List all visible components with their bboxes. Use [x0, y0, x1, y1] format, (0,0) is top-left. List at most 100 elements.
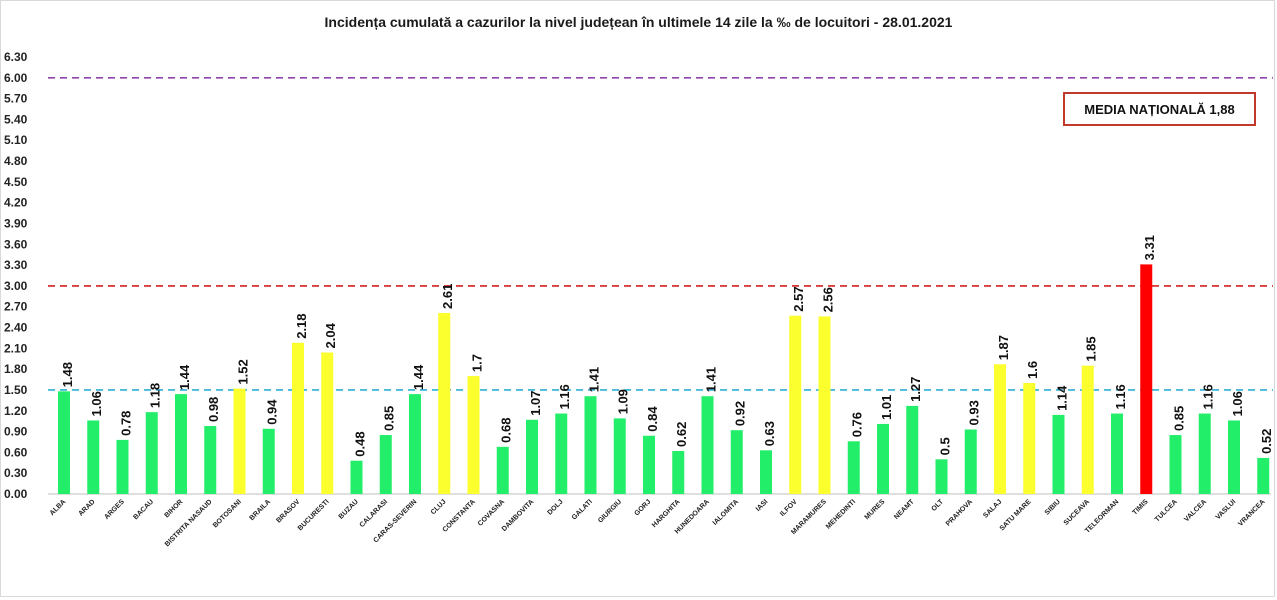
category-label: GIURGIU: [597, 498, 623, 524]
category-label: BUZAU: [338, 498, 360, 520]
category-label: HARGHITA: [651, 498, 682, 529]
data-label: 0.62: [674, 422, 689, 447]
data-label: 0.84: [645, 406, 660, 432]
y-tick-label: 0.30: [4, 466, 28, 480]
category-label: ARAD: [77, 498, 96, 517]
bar: [1257, 457, 1270, 494]
bar: [672, 450, 685, 494]
bar: [818, 316, 831, 494]
y-tick-label: 3.90: [4, 216, 28, 230]
bar: [58, 391, 70, 494]
category-label: ARGES: [103, 498, 126, 521]
bar: [1111, 413, 1123, 494]
data-label: 1.87: [996, 335, 1011, 360]
y-axis: 0.00 0.30 0.60 0.90 1.20 1.50 1.80 2.10 2.40 2.70…: [4, 50, 1271, 501]
data-label: 1.7: [470, 354, 485, 372]
y-tick-label: 2.40: [4, 321, 28, 335]
data-label: 0.5: [938, 437, 953, 455]
data-label: 2.61: [440, 284, 455, 309]
category-label: PRAHOVA: [945, 498, 974, 527]
category-label: BUCURESTI: [297, 498, 331, 532]
data-label: 0.68: [499, 418, 514, 443]
data-label: 1.41: [587, 367, 602, 392]
bar: [1198, 413, 1211, 494]
data-label: 1.16: [1201, 384, 1216, 409]
category-label: VALCEA: [1183, 498, 1208, 523]
category-label: ILFOV: [779, 498, 799, 518]
y-tick-label: 1.50: [4, 383, 28, 397]
category-label: CLUJ: [430, 498, 448, 516]
bar: [584, 396, 597, 494]
category-label: IASI: [755, 498, 770, 513]
category-label: MEHEDINTI: [825, 498, 857, 530]
y-tick-label: 2.10: [4, 341, 28, 355]
y-tick-label: 4.50: [4, 175, 28, 189]
category-label: BRASOV: [275, 498, 301, 524]
bar: [906, 405, 919, 494]
category-label: BIHOR: [164, 498, 185, 519]
bar: [87, 420, 100, 494]
bar: [701, 396, 714, 494]
category-label: OLT: [930, 498, 945, 513]
category-label: COVASNA: [477, 498, 506, 527]
data-label: 2.18: [294, 313, 309, 338]
data-labels: 1.48 1.06 0.78 1.18 1.44 0.98 1.52 0.94 2.18 2.04…: [60, 235, 1274, 457]
data-label: 1.14: [1055, 385, 1070, 411]
data-label: 0.85: [382, 406, 397, 431]
data-label: 1.85: [1084, 336, 1099, 361]
category-label: GORJ: [633, 498, 652, 517]
data-label: 2.04: [323, 322, 338, 348]
data-label: 0.92: [733, 401, 748, 426]
category-label: BRAILA: [249, 498, 273, 522]
bar: [1140, 264, 1153, 494]
data-label: 0.76: [850, 412, 865, 437]
category-label: DAMBOVITA: [501, 498, 536, 533]
y-tick-label: 5.70: [4, 92, 28, 106]
data-label: 1.52: [236, 359, 251, 384]
bars: [58, 264, 1270, 494]
y-tick-label: 1.80: [4, 362, 28, 376]
y-tick-label: 0.60: [4, 445, 28, 459]
data-label: 1.01: [879, 395, 894, 420]
bar: [145, 412, 158, 494]
y-tick-label: 5.40: [4, 112, 28, 126]
data-label: 1.06: [1230, 391, 1245, 416]
bar: [116, 439, 129, 494]
chart-title: Incidența cumulată a cazurilor la nivel …: [324, 14, 953, 30]
category-label: NEAMT: [893, 498, 916, 521]
category-label: GALATI: [571, 498, 594, 521]
reference-lines: [48, 77, 1273, 391]
bar: [789, 315, 802, 494]
data-label: 0.52: [1259, 429, 1274, 454]
bar: [1228, 420, 1240, 494]
y-tick-label: 1.20: [4, 404, 28, 418]
category-label: IALOMITA: [712, 498, 741, 527]
category-label: BACAU: [132, 498, 155, 521]
y-tick-label: 4.80: [4, 154, 28, 168]
category-label: SALAJ: [982, 498, 1003, 519]
bar: [262, 428, 275, 494]
data-label: 1.44: [177, 364, 192, 390]
y-tick-label: 3.60: [4, 237, 28, 251]
y-tick-label: 0.90: [4, 425, 28, 439]
data-label: 0.85: [1172, 406, 1187, 431]
bar: [321, 352, 334, 494]
category-label: DOLJ: [547, 498, 565, 516]
bar: [1023, 383, 1036, 494]
category-label: VASLUI: [1215, 498, 1238, 521]
data-label: 0.98: [206, 397, 221, 422]
bar: [496, 446, 509, 494]
bar: [847, 441, 860, 494]
bar: [935, 459, 948, 494]
category-label: TIMIS: [1132, 498, 1150, 516]
data-label: 2.56: [821, 287, 836, 312]
bar: [204, 426, 217, 494]
y-tick-label: 0.00: [4, 487, 28, 501]
bar: [613, 418, 626, 494]
category-label: MURES: [864, 498, 887, 521]
category-label: BOTOSANI: [212, 498, 243, 529]
bar: [292, 342, 304, 494]
y-tick-label: 6.30: [4, 50, 28, 64]
bar: [1081, 365, 1094, 494]
